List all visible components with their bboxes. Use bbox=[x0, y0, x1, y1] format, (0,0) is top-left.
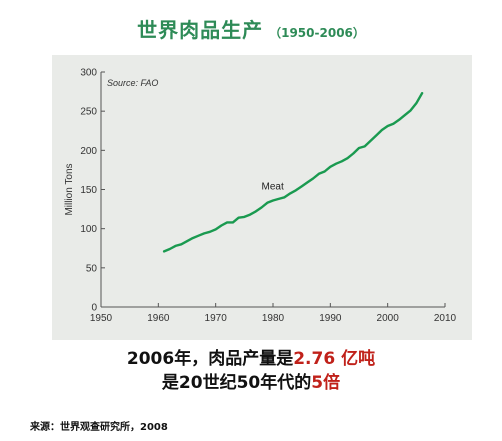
data-point bbox=[180, 243, 183, 246]
data-point bbox=[318, 172, 320, 175]
data-point bbox=[346, 157, 349, 160]
data-point bbox=[249, 213, 252, 216]
x-tick-label: 2000 bbox=[377, 313, 400, 324]
data-point bbox=[277, 198, 280, 200]
caption-line-2: 是20世纪50年代的5倍 bbox=[0, 371, 502, 395]
data-point bbox=[203, 232, 206, 235]
y-tick-label: 100 bbox=[80, 224, 97, 235]
x-tick-label: 1990 bbox=[319, 313, 342, 324]
x-tick-label: 1960 bbox=[147, 313, 170, 324]
series-annotation-meat: Meat bbox=[262, 182, 284, 193]
data-point bbox=[174, 245, 177, 247]
series-line-meat bbox=[162, 92, 424, 253]
source-label: Source: FAO bbox=[107, 78, 158, 88]
chart-panel: 0 50 100 150 200 250 300 1950 1960 1970 1980 1990 2… bbox=[52, 55, 472, 340]
data-point bbox=[409, 109, 412, 112]
data-point bbox=[186, 240, 188, 243]
data-point bbox=[191, 237, 194, 240]
caption-line-1: 2006年，肉品产量是2.76 亿吨 bbox=[0, 347, 502, 371]
data-point bbox=[386, 125, 389, 127]
series-group bbox=[162, 92, 424, 253]
data-point bbox=[340, 160, 343, 163]
data-point bbox=[306, 181, 309, 184]
data-point bbox=[358, 147, 360, 149]
data-point bbox=[300, 185, 303, 188]
data-point bbox=[197, 234, 200, 237]
y-axis-label: Million Tons bbox=[64, 163, 75, 215]
x-tick-label: 1950 bbox=[90, 313, 113, 324]
y-tick-label: 0 bbox=[91, 303, 97, 314]
caption-line-2-text: 是20世纪50年代的 bbox=[161, 373, 312, 393]
page-title-range: （1950-2006） bbox=[269, 26, 365, 40]
data-point bbox=[163, 250, 165, 253]
data-point bbox=[254, 210, 257, 213]
data-point bbox=[352, 152, 355, 155]
data-point bbox=[398, 118, 400, 121]
x-tick-label: 1970 bbox=[205, 313, 228, 324]
y-tick-label: 200 bbox=[80, 146, 97, 157]
data-point bbox=[168, 248, 171, 250]
data-point bbox=[226, 221, 229, 224]
data-point bbox=[335, 162, 337, 165]
x-tick-label: 2010 bbox=[434, 313, 457, 324]
data-point bbox=[323, 170, 326, 173]
data-point bbox=[329, 165, 332, 168]
source-note: 来源：世界观查研究所，2008 bbox=[30, 422, 168, 433]
data-point bbox=[369, 140, 372, 142]
caption-line-2-highlight: 5倍 bbox=[311, 373, 341, 393]
caption-line-1-highlight: 2.76 亿吨 bbox=[293, 349, 376, 369]
data-point bbox=[214, 228, 217, 231]
y-tick-label: 50 bbox=[86, 263, 98, 274]
data-point bbox=[237, 216, 240, 219]
data-point bbox=[404, 114, 406, 116]
y-tick-label: 250 bbox=[80, 107, 97, 118]
caption-line-1-text: 2006年，肉品产量是 bbox=[126, 349, 294, 369]
data-point bbox=[243, 216, 246, 218]
data-point bbox=[392, 122, 395, 125]
x-axis: 1950 1960 1970 1980 1990 2000 2010 bbox=[90, 303, 457, 324]
data-point bbox=[375, 134, 378, 137]
data-point bbox=[363, 145, 366, 148]
data-point bbox=[209, 230, 211, 233]
y-tick-label: 150 bbox=[80, 185, 97, 196]
data-point bbox=[272, 199, 274, 202]
y-tick-label: 300 bbox=[80, 68, 97, 79]
caption: 2006年，肉品产量是2.76 亿吨 是20世纪50年代的5倍 bbox=[0, 347, 502, 395]
data-point bbox=[415, 102, 418, 105]
data-point bbox=[381, 129, 383, 131]
page-title-main: 世界肉品生产 bbox=[137, 18, 264, 42]
data-point bbox=[421, 92, 423, 95]
meat-production-chart: 0 50 100 150 200 250 300 1950 1960 1970 1980 1990 2… bbox=[64, 68, 457, 325]
data-point bbox=[266, 201, 269, 204]
page-title: 世界肉品生产 （1950-2006） bbox=[0, 14, 502, 43]
x-tick-label: 1980 bbox=[262, 313, 285, 324]
y-axis: 0 50 100 150 200 250 300 bbox=[80, 68, 105, 314]
data-point bbox=[283, 196, 286, 199]
data-point bbox=[220, 224, 223, 227]
data-point bbox=[295, 189, 297, 192]
data-point bbox=[260, 206, 263, 209]
data-point bbox=[232, 221, 234, 224]
data-point bbox=[312, 177, 314, 180]
data-point bbox=[289, 192, 292, 195]
